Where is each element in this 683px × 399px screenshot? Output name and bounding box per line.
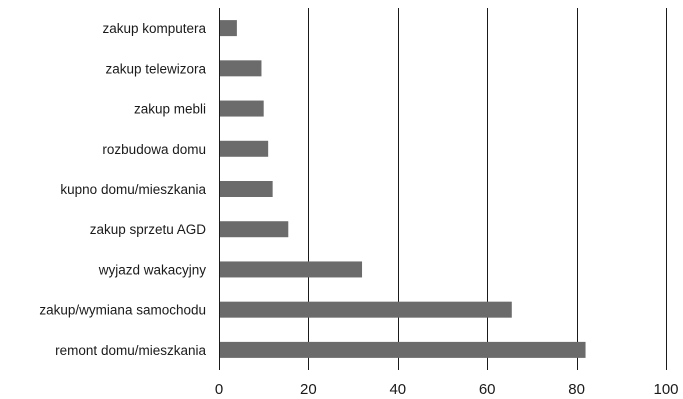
category-label: zakup/wymiana samochodu [39,303,206,318]
bar [220,261,362,277]
bar [220,221,288,237]
bar [220,141,268,157]
category-labels: zakup komputera zakup telewizora zakup meb… [39,21,206,358]
category-label: zakup telewizora [105,61,206,76]
category-label: remont domu/mieszkania [55,343,206,358]
x-tick-label: 0 [215,381,223,398]
category-label: zakup komputera [102,21,206,36]
category-label: zakup mebli [134,102,206,117]
bar [220,342,586,358]
bar [220,181,273,197]
category-label: kupno domu/mieszkania [60,182,206,197]
category-label: zakup sprzetu AGD [90,222,207,237]
x-tick-label: 60 [479,381,496,398]
bar [220,101,264,117]
x-tick-label: 80 [568,381,585,398]
x-tick-label: 20 [300,381,317,398]
x-tick-label: 100 [653,381,678,398]
x-tick-labels: 0 20 40 60 80 100 [215,381,679,398]
bar [220,60,261,76]
category-label: rozbudowa domu [102,142,206,157]
bar [220,20,237,36]
bars [220,20,586,358]
category-label: wyjazd wakacyjny [98,262,207,277]
x-tick-label: 40 [389,381,406,398]
bar [220,302,512,318]
